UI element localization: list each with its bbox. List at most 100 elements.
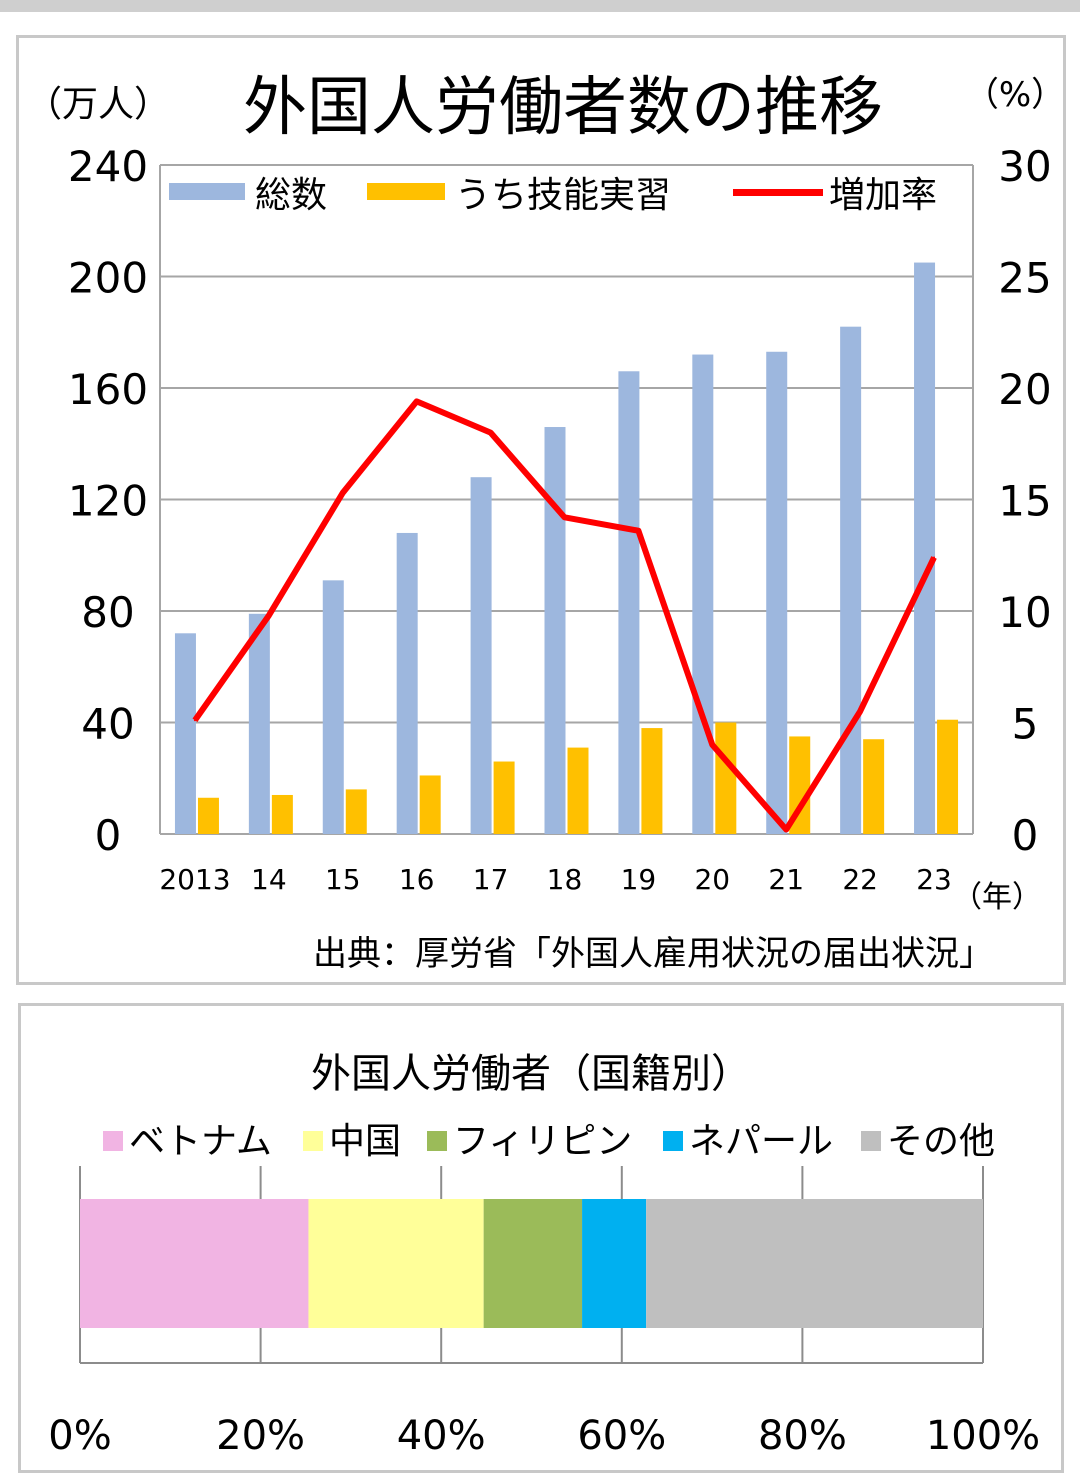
left-tick-label: 160 (68, 365, 148, 414)
bar-total (840, 326, 862, 834)
left-tick-label: 200 (68, 254, 148, 303)
growth-line (192, 398, 937, 833)
nationality-chart-panel: 外国人労働者（国籍別） ベトナム 中国 フィリピン ネパール その他 0% 20% 40% 6… (18, 1003, 1064, 1473)
bar-trainee (715, 722, 737, 834)
left-tick-label: 240 (68, 142, 148, 191)
stack-segment (646, 1199, 983, 1328)
percent-ticks: 0% 20% 40% 60% 80% 100% (48, 1413, 1040, 1459)
bar-trainee (493, 761, 515, 834)
percent-tick-label: 20% (216, 1413, 305, 1459)
bar-total (322, 580, 344, 834)
growth-point (859, 710, 862, 713)
bar-trainee (197, 797, 219, 834)
left-tick-label: 80 (81, 588, 134, 637)
percent-tick-label: 100% (926, 1413, 1040, 1459)
stack-segment (483, 1199, 583, 1328)
x-tick-label: 20 (694, 863, 730, 896)
bar-trainee (863, 739, 885, 834)
bar-total (470, 477, 492, 834)
bars (174, 262, 959, 834)
x-axis-unit: （年） (952, 880, 1042, 915)
legend-swatch (861, 1131, 881, 1151)
nationality-title: 外国人労働者（国籍別） (311, 1051, 751, 1097)
growth-point (489, 431, 492, 434)
x-tick-label: 17 (473, 863, 509, 896)
growth-point (637, 529, 640, 532)
legend-swatch (663, 1131, 683, 1151)
right-tick-label: 5 (1012, 700, 1039, 749)
trend-chart: 外国人労働者数の推移 （万人） （%） 0 40 80 120 160 200 240 0 5… (26, 71, 1063, 974)
percent-tick-label: 60% (577, 1413, 666, 1459)
bar-trainee (345, 789, 367, 834)
chart-title: 外国人労働者数の推移 (243, 71, 883, 145)
left-tick-label: 0 (95, 811, 122, 860)
percent-tick-label: 0% (48, 1413, 111, 1459)
growth-point (267, 614, 270, 617)
legend-label-growth: 増加率 (829, 175, 937, 216)
right-tick-label: 20 (998, 365, 1051, 414)
right-axis-unit: （%） (965, 75, 1063, 115)
legend-label-total: 総数 (255, 175, 327, 216)
right-tick-label: 30 (998, 142, 1051, 191)
x-tick-label: 19 (621, 863, 657, 896)
bar-total (248, 613, 270, 834)
right-tick-label: 15 (998, 477, 1051, 526)
legend-label-trainee: うち技能実習 (455, 175, 671, 216)
legend-swatch-growth (733, 189, 823, 196)
bar-trainee (641, 728, 663, 834)
growth-point (563, 516, 566, 519)
x-tick-label: 14 (251, 863, 287, 896)
stack-segment (582, 1199, 647, 1328)
source-note: 出典：厚労省「外国人雇用状況の届出状況」 (313, 934, 993, 974)
x-tick-label: 16 (399, 863, 435, 896)
left-tick-label: 40 (81, 700, 134, 749)
left-axis-ticks: 0 40 80 120 160 200 240 (68, 142, 148, 860)
top-strip (0, 0, 1080, 12)
legend-label: ネパール (689, 1121, 833, 1162)
legend-swatch-trainee (367, 183, 445, 200)
gridlines (159, 164, 974, 835)
bar-total (396, 532, 418, 834)
legend-label: その他 (887, 1121, 995, 1162)
growth-point (933, 556, 936, 559)
bar-trainee (789, 736, 811, 834)
percent-tick-label: 40% (397, 1413, 486, 1459)
bar-total (618, 371, 640, 834)
right-axis-ticks: 0 5 10 15 20 25 30 (998, 142, 1051, 860)
legend-label: ベトナム (129, 1121, 272, 1162)
nationality-chart: 外国人労働者（国籍別） ベトナム 中国 フィリピン ネパール その他 0% 20% 40% 6… (48, 1051, 1040, 1459)
bar-trainee (271, 794, 293, 834)
bar-total (174, 633, 196, 834)
x-tick-label: 22 (842, 863, 878, 896)
x-tick-label: 21 (768, 863, 804, 896)
legend-swatch (427, 1131, 447, 1151)
trend-chart-panel: 外国人労働者数の推移 （万人） （%） 0 40 80 120 160 200 240 0 5… (16, 35, 1066, 985)
bar-trainee (567, 747, 589, 834)
growth-point (193, 719, 196, 722)
right-tick-label: 0 (1012, 811, 1039, 860)
bar-total (914, 262, 936, 834)
right-tick-label: 25 (998, 254, 1051, 303)
x-axis-ticks: 2013 14 15 16 17 18 19 20 21 22 23 (159, 863, 952, 896)
x-tick-label: 23 (916, 863, 952, 896)
bar-trainee (937, 719, 959, 834)
growth-point (711, 743, 714, 746)
x-tick-label: 18 (547, 863, 583, 896)
x-tick-label: 15 (325, 863, 361, 896)
bar-trainee (419, 775, 441, 834)
percent-tick-label: 80% (758, 1413, 847, 1459)
bar-total (692, 354, 714, 834)
growth-point (785, 828, 788, 831)
left-tick-label: 120 (68, 477, 148, 526)
stacked-segments (80, 1199, 983, 1328)
bar-total (544, 427, 566, 834)
legend-swatch (103, 1131, 123, 1151)
stack-segment (80, 1199, 309, 1328)
stack-segment (308, 1199, 484, 1328)
legend-swatch-total (169, 183, 245, 200)
legend-swatch (303, 1131, 323, 1151)
legend-label: フィリピン (453, 1121, 632, 1162)
growth-point (341, 491, 344, 494)
left-axis-unit: （万人） (26, 84, 170, 125)
x-tick-label: 2013 (159, 863, 230, 896)
